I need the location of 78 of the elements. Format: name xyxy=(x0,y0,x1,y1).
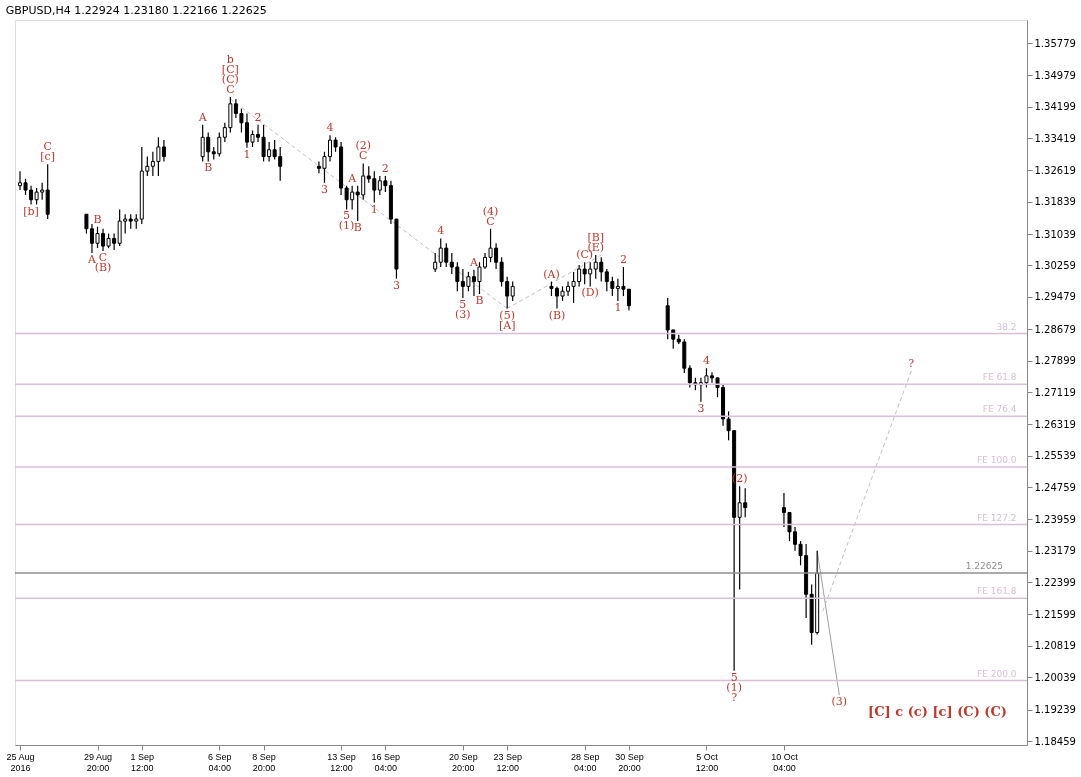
annotation: 3 xyxy=(697,401,705,415)
annotation: 3 xyxy=(392,278,400,292)
annotation: B xyxy=(475,294,484,308)
annotation: A xyxy=(347,171,358,185)
annotation: FE 100.0 xyxy=(976,454,1017,465)
y-tick-label: 1.20819 xyxy=(1034,640,1076,652)
x-tick-label: 10 Oct 04:00 xyxy=(771,751,799,773)
annotation: A xyxy=(86,252,97,266)
y-tick-label: 1.35779 xyxy=(1034,37,1076,49)
y-tick-label: 1.25539 xyxy=(1034,450,1076,462)
annotation: 1 xyxy=(370,202,378,216)
annotation: FE 161.8 xyxy=(976,586,1017,597)
annotation: C xyxy=(226,82,235,96)
y-tick-label: 1.22399 xyxy=(1034,576,1076,588)
x-tick-label: 28 Sep 04:00 xyxy=(570,751,600,773)
ref-line-label: 1.22625 xyxy=(965,561,1003,572)
y-tick-label: 1.31839 xyxy=(1034,196,1076,208)
annotation: FE 76.4 xyxy=(982,404,1017,415)
annotation: (1) xyxy=(338,219,355,233)
x-tick-label: 8 Sep 20:00 xyxy=(252,751,276,773)
y-tick-label: 1.18459 xyxy=(1034,735,1076,747)
annotation: [C] c (c) [c] (C) (C) xyxy=(868,704,1007,719)
x-tick-label: 5 Oct 12:00 xyxy=(695,751,719,773)
x-tick-label: 16 Sep 04:00 xyxy=(371,751,401,773)
annotation: C xyxy=(98,250,108,264)
annotation: B xyxy=(93,212,102,226)
y-tick-label: 1.27899 xyxy=(1034,355,1076,367)
y-tick-label: 1.27119 xyxy=(1034,386,1076,398)
annotation: FE 200.0 xyxy=(976,668,1017,679)
annotation: C xyxy=(359,149,368,163)
y-tick-label: 1.19239 xyxy=(1034,704,1076,716)
annotation: 4 xyxy=(326,121,334,135)
annotation: 2 xyxy=(254,110,262,124)
y-tick-label: 1.30259 xyxy=(1034,259,1076,271)
annotation: ? xyxy=(908,357,915,371)
chart-title: GBPUSD,H4 1.22924 1.23180 1.22166 1.22625 xyxy=(5,4,267,17)
annotation: 4 xyxy=(702,354,710,368)
x-tick-label: 20 Sep 20:00 xyxy=(449,751,478,773)
y-tick-label: 1.34199 xyxy=(1034,101,1076,113)
x-tick-label: 1 Sep 12:00 xyxy=(130,751,155,773)
annotation: FE 127.2 xyxy=(976,512,1017,523)
y-tick-label: 1.33419 xyxy=(1034,132,1076,144)
annotation: 4 xyxy=(437,224,445,238)
annotation: (A) xyxy=(543,267,560,281)
x-tick-label: 29 Aug 20:00 xyxy=(83,751,113,773)
y-tick-label: 1.23959 xyxy=(1034,513,1076,525)
y-tick-label: 1.24759 xyxy=(1034,481,1076,493)
annotation: 1 xyxy=(614,300,622,314)
annotation: (D) xyxy=(581,286,599,300)
annotation: (3) xyxy=(455,308,471,322)
annotation: [b] xyxy=(23,204,39,218)
y-tick-label: 1.31039 xyxy=(1034,228,1076,240)
y-tick-label: 1.28679 xyxy=(1034,323,1076,335)
annotation: 38.2 xyxy=(996,321,1017,332)
annotation: 2 xyxy=(619,253,627,267)
annotation: 1 xyxy=(243,147,251,161)
annotation: A xyxy=(197,110,208,124)
annotation: A xyxy=(468,255,479,269)
annotation: B xyxy=(204,161,213,175)
x-tick-label: 25 Aug 2016 xyxy=(6,751,35,773)
annotation: (B) xyxy=(548,308,566,322)
annotation: 2 xyxy=(381,161,389,175)
annotation: [B] xyxy=(587,230,605,244)
y-tick-label: 1.29479 xyxy=(1034,291,1076,303)
x-tick-label: 23 Sep 12:00 xyxy=(493,751,522,773)
annotation: FE 61.8 xyxy=(982,372,1017,383)
x-tick-label: 13 Sep 12:00 xyxy=(327,751,356,773)
y-tick-label: 1.32619 xyxy=(1034,164,1076,176)
x-tick-label: 6 Sep 04:00 xyxy=(208,751,232,773)
annotation: 3 xyxy=(320,182,328,196)
y-tick-label: 1.20039 xyxy=(1034,671,1076,683)
y-tick-label: 1.34979 xyxy=(1034,69,1076,81)
y-tick-label: 1.26319 xyxy=(1034,418,1076,430)
annotation: (3) xyxy=(831,695,848,709)
y-tick-label: 1.23179 xyxy=(1034,545,1076,557)
x-tick-label: 30 Sep 20:00 xyxy=(615,751,644,773)
y-tick-label: 1.21599 xyxy=(1034,608,1076,620)
annotation: B xyxy=(353,221,362,235)
